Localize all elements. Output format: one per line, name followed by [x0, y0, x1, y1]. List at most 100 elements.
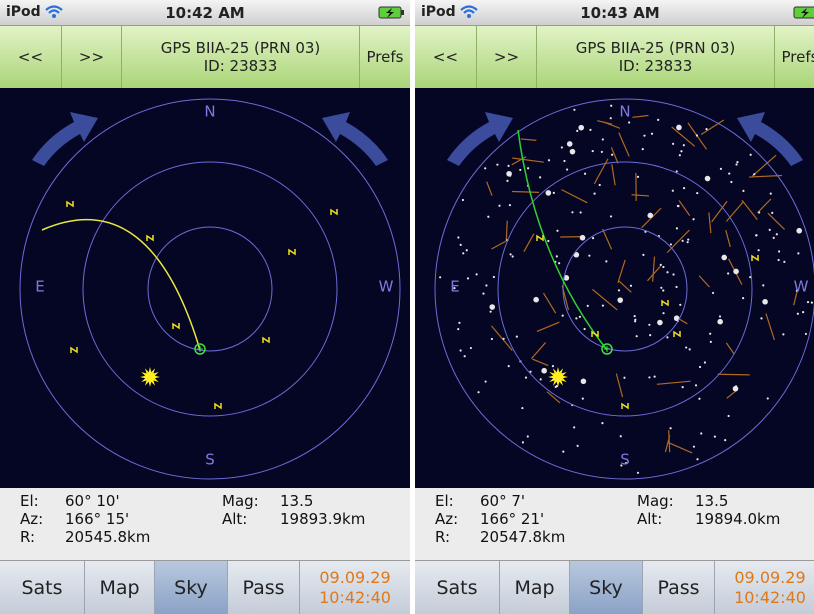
- tab-button[interactable]: Sky: [155, 561, 228, 614]
- time: 10:42:40: [734, 588, 806, 608]
- star: [714, 436, 716, 438]
- star: [506, 180, 508, 182]
- star: [676, 227, 678, 229]
- prefs-button[interactable]: Prefs: [360, 26, 410, 88]
- star: [484, 167, 486, 169]
- star: [573, 109, 575, 111]
- satellite-track: [518, 130, 607, 350]
- tab-button[interactable]: Pass: [228, 561, 300, 614]
- rotate-left-arrow: [447, 112, 513, 166]
- star: [802, 311, 804, 313]
- star: [570, 149, 576, 155]
- star: [477, 391, 479, 393]
- constellation-line: [618, 260, 625, 283]
- constellation-line: [612, 164, 615, 185]
- date: 09.09.29: [734, 568, 805, 588]
- star: [637, 176, 639, 178]
- star: [660, 264, 662, 266]
- star: [657, 119, 659, 121]
- star: [796, 228, 802, 234]
- star: [750, 154, 752, 156]
- constellation-line: [562, 190, 588, 203]
- constellation-line: [597, 121, 612, 124]
- star: [527, 435, 529, 437]
- star: [717, 319, 723, 325]
- star: [700, 432, 702, 434]
- star: [689, 348, 691, 350]
- constellation-line: [491, 326, 512, 351]
- satellite-marker: [537, 235, 543, 241]
- star: [762, 299, 768, 305]
- mag-label: Mag:: [637, 492, 674, 510]
- star: [587, 305, 589, 307]
- constellation-line: [491, 241, 505, 249]
- constellation-line: [742, 200, 757, 219]
- prefs-button[interactable]: Prefs: [775, 26, 814, 88]
- tab-button[interactable]: Sats: [415, 561, 500, 614]
- star: [546, 190, 552, 196]
- tab-button[interactable]: Map: [85, 561, 155, 614]
- tab-bar: SatsMapSkyPass09.09.2910:42:40: [415, 560, 814, 614]
- status-bar: iPod10:43 AM: [415, 0, 814, 26]
- star: [683, 144, 685, 146]
- compass-north: N: [619, 103, 630, 121]
- tab-button[interactable]: Sats: [0, 561, 85, 614]
- star: [462, 199, 464, 201]
- tab-button[interactable]: Map: [500, 561, 570, 614]
- next-button[interactable]: >>: [477, 26, 537, 88]
- el-label: El:: [435, 492, 454, 510]
- star: [705, 128, 707, 130]
- rotate-right-arrow: [322, 112, 388, 166]
- satellite-marker: [752, 255, 758, 261]
- star: [485, 284, 487, 286]
- date-time: 09.09.2910:42:40: [715, 561, 814, 614]
- battery-icon: [378, 6, 406, 20]
- star: [797, 313, 799, 315]
- star: [773, 237, 775, 239]
- star: [467, 277, 469, 279]
- az-label: Az:: [20, 510, 43, 528]
- star: [782, 333, 784, 335]
- tab-button[interactable]: Sky: [570, 561, 643, 614]
- star: [704, 361, 706, 363]
- star: [672, 273, 674, 275]
- star: [669, 427, 671, 429]
- star: [539, 176, 541, 178]
- star: [476, 273, 478, 275]
- constellation-line: [726, 230, 731, 247]
- star: [682, 386, 684, 388]
- satellite-marker: [662, 300, 668, 306]
- star: [742, 297, 744, 299]
- prev-button[interactable]: <<: [415, 26, 477, 88]
- elevation-ring: [435, 99, 814, 479]
- star: [571, 211, 573, 213]
- star: [489, 304, 495, 310]
- star: [487, 216, 489, 218]
- star: [778, 259, 780, 261]
- star: [576, 130, 578, 132]
- star: [693, 446, 695, 448]
- star: [728, 415, 730, 417]
- satellite-marker: [331, 209, 337, 215]
- compass-west: W: [379, 278, 394, 296]
- star: [695, 384, 697, 386]
- next-button[interactable]: >>: [62, 26, 122, 88]
- star: [617, 297, 623, 303]
- star: [679, 154, 681, 156]
- constellation-line: [512, 192, 539, 193]
- tab-button[interactable]: Pass: [643, 561, 715, 614]
- star: [553, 192, 555, 194]
- star: [679, 304, 681, 306]
- star: [807, 301, 809, 303]
- elevation-ring: [563, 227, 687, 351]
- star: [507, 165, 509, 167]
- prev-button[interactable]: <<: [0, 26, 62, 88]
- toolbar: <<>>GPS BIIA-25 (PRN 03)ID: 23833Prefs: [415, 26, 814, 88]
- constellation-line: [672, 127, 695, 146]
- star: [540, 378, 542, 380]
- star: [769, 229, 771, 231]
- el-value: 60° 7': [480, 492, 525, 510]
- star: [522, 441, 524, 443]
- star: [721, 255, 727, 261]
- star: [580, 211, 582, 213]
